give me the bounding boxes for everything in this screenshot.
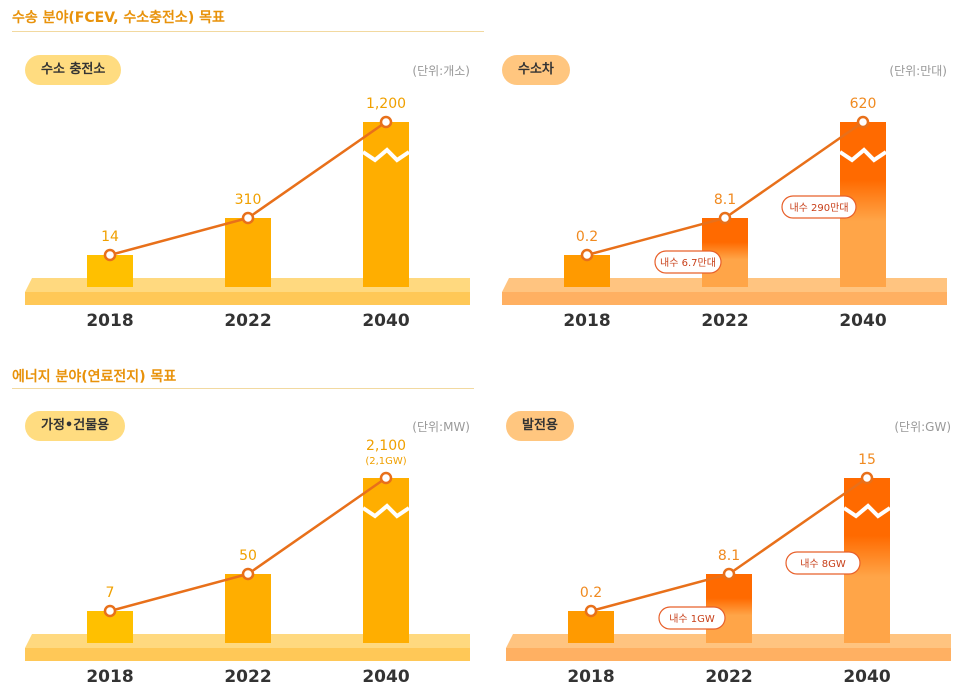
trend-point bbox=[722, 567, 736, 581]
value-label: 8.1 bbox=[714, 192, 736, 208]
platform-front bbox=[25, 292, 470, 305]
value-label: 8.1 bbox=[718, 548, 740, 564]
platform-front bbox=[25, 648, 470, 661]
axis-break-mark bbox=[842, 503, 892, 519]
trend-point bbox=[379, 471, 393, 485]
callout-text: 내수 8GW bbox=[800, 558, 846, 570]
bar-2022 bbox=[225, 574, 271, 643]
x-tick-label: 2022 bbox=[705, 667, 752, 687]
trend-point bbox=[584, 604, 598, 618]
value-label: 50 bbox=[239, 548, 257, 564]
section-divider bbox=[12, 388, 474, 389]
bar-2040 bbox=[363, 122, 409, 287]
trend-point bbox=[379, 115, 393, 129]
x-tick-label: 2040 bbox=[843, 667, 890, 687]
unit-label: (단위:만대) bbox=[889, 64, 947, 78]
trend-point bbox=[718, 211, 732, 225]
chart-svg: 7 2018 50 2022 2,100 (2,1GW) 2040 bbox=[25, 438, 470, 687]
value-label: 310 bbox=[235, 192, 262, 208]
bar-2040 bbox=[363, 478, 409, 643]
chart-hydrogen-vehicles: 수소차 (단위:만대) 0.2 2018 8.1 2022 620 2040 내수 6.7만대 내… bbox=[477, 0, 957, 340]
x-tick-label: 2040 bbox=[362, 311, 409, 331]
x-tick-label: 2018 bbox=[86, 311, 133, 331]
section-divider bbox=[12, 31, 484, 32]
chart-svg: 0.2 2018 8.1 2022 620 2040 내수 6.7만대 내수 290만대 bbox=[502, 96, 947, 331]
callout-text: 내수 290만대 bbox=[789, 202, 848, 214]
chart-power-generation-fuel-cells: 발전용 (단위:GW) 0.2 2018 8.1 2022 15 2040 내수 1GW 내수 8… bbox=[481, 356, 960, 696]
chart-title-pill: 수소차 bbox=[502, 55, 570, 85]
value-label: 14 bbox=[101, 229, 119, 245]
x-tick-label: 2040 bbox=[362, 667, 409, 687]
value-label: 2,100 bbox=[366, 438, 406, 454]
section-title-energy: 에너지 분야(연료전지) 목표 bbox=[12, 369, 177, 385]
callout-bubble bbox=[781, 195, 857, 219]
bar-2022 bbox=[225, 218, 271, 287]
x-tick-label: 2022 bbox=[701, 311, 748, 331]
trend-point bbox=[860, 471, 874, 485]
value-label: 0.2 bbox=[580, 585, 602, 601]
x-tick-label: 2040 bbox=[839, 311, 886, 331]
platform-front bbox=[506, 648, 951, 661]
chart-hydrogen-stations: 수소 충전소 (단위:개소) 14 2018 310 2022 1,200 2040 bbox=[0, 0, 480, 340]
trend-point bbox=[580, 248, 594, 262]
callout-bubble bbox=[658, 606, 726, 630]
axis-break-mark bbox=[838, 147, 888, 163]
chart-title-pill: 발전용 bbox=[506, 411, 574, 441]
trend-point bbox=[856, 115, 870, 129]
trend-point bbox=[241, 211, 255, 225]
chart-svg: 14 2018 310 2022 1,200 2040 bbox=[25, 96, 470, 331]
section-title-transport: 수송 분야(FCEV, 수소충전소) 목표 bbox=[12, 10, 225, 26]
trend-point bbox=[103, 248, 117, 262]
x-tick-label: 2018 bbox=[567, 667, 614, 687]
x-tick-label: 2022 bbox=[224, 311, 271, 331]
trend-point bbox=[241, 567, 255, 581]
value-label: 7 bbox=[106, 585, 115, 601]
axis-break-mark bbox=[361, 147, 411, 163]
chart-title-pill: 가정•건물용 bbox=[25, 411, 126, 441]
x-tick-label: 2018 bbox=[563, 311, 610, 331]
x-tick-label: 2022 bbox=[224, 667, 271, 687]
chart-svg: 0.2 2018 8.1 2022 15 2040 내수 1GW 내수 8GW bbox=[506, 452, 951, 687]
value-sub-label: (2,1GW) bbox=[365, 456, 406, 467]
chart-title-pill: 수소 충전소 bbox=[25, 55, 122, 85]
axis-break-mark bbox=[361, 503, 411, 519]
callout-text: 내수 6.7만대 bbox=[660, 257, 716, 269]
chart-home-building-fuel-cells: 가정•건물용 (단위:MW) 7 2018 50 2022 2,100 (2,1GW) 2040 bbox=[0, 356, 480, 696]
value-label: 1,200 bbox=[366, 96, 406, 112]
callout-bubble bbox=[654, 250, 722, 274]
unit-label: (단위:GW) bbox=[894, 420, 951, 434]
unit-label: (단위:개소) bbox=[412, 64, 470, 78]
value-label: 0.2 bbox=[576, 229, 598, 245]
unit-label: (단위:MW) bbox=[412, 420, 470, 434]
value-label: 15 bbox=[858, 452, 876, 468]
value-label: 620 bbox=[850, 96, 877, 112]
platform-front bbox=[502, 292, 947, 305]
x-tick-label: 2018 bbox=[86, 667, 133, 687]
callout-text: 내수 1GW bbox=[669, 613, 715, 625]
trend-point bbox=[103, 604, 117, 618]
callout-bubble bbox=[785, 551, 861, 575]
